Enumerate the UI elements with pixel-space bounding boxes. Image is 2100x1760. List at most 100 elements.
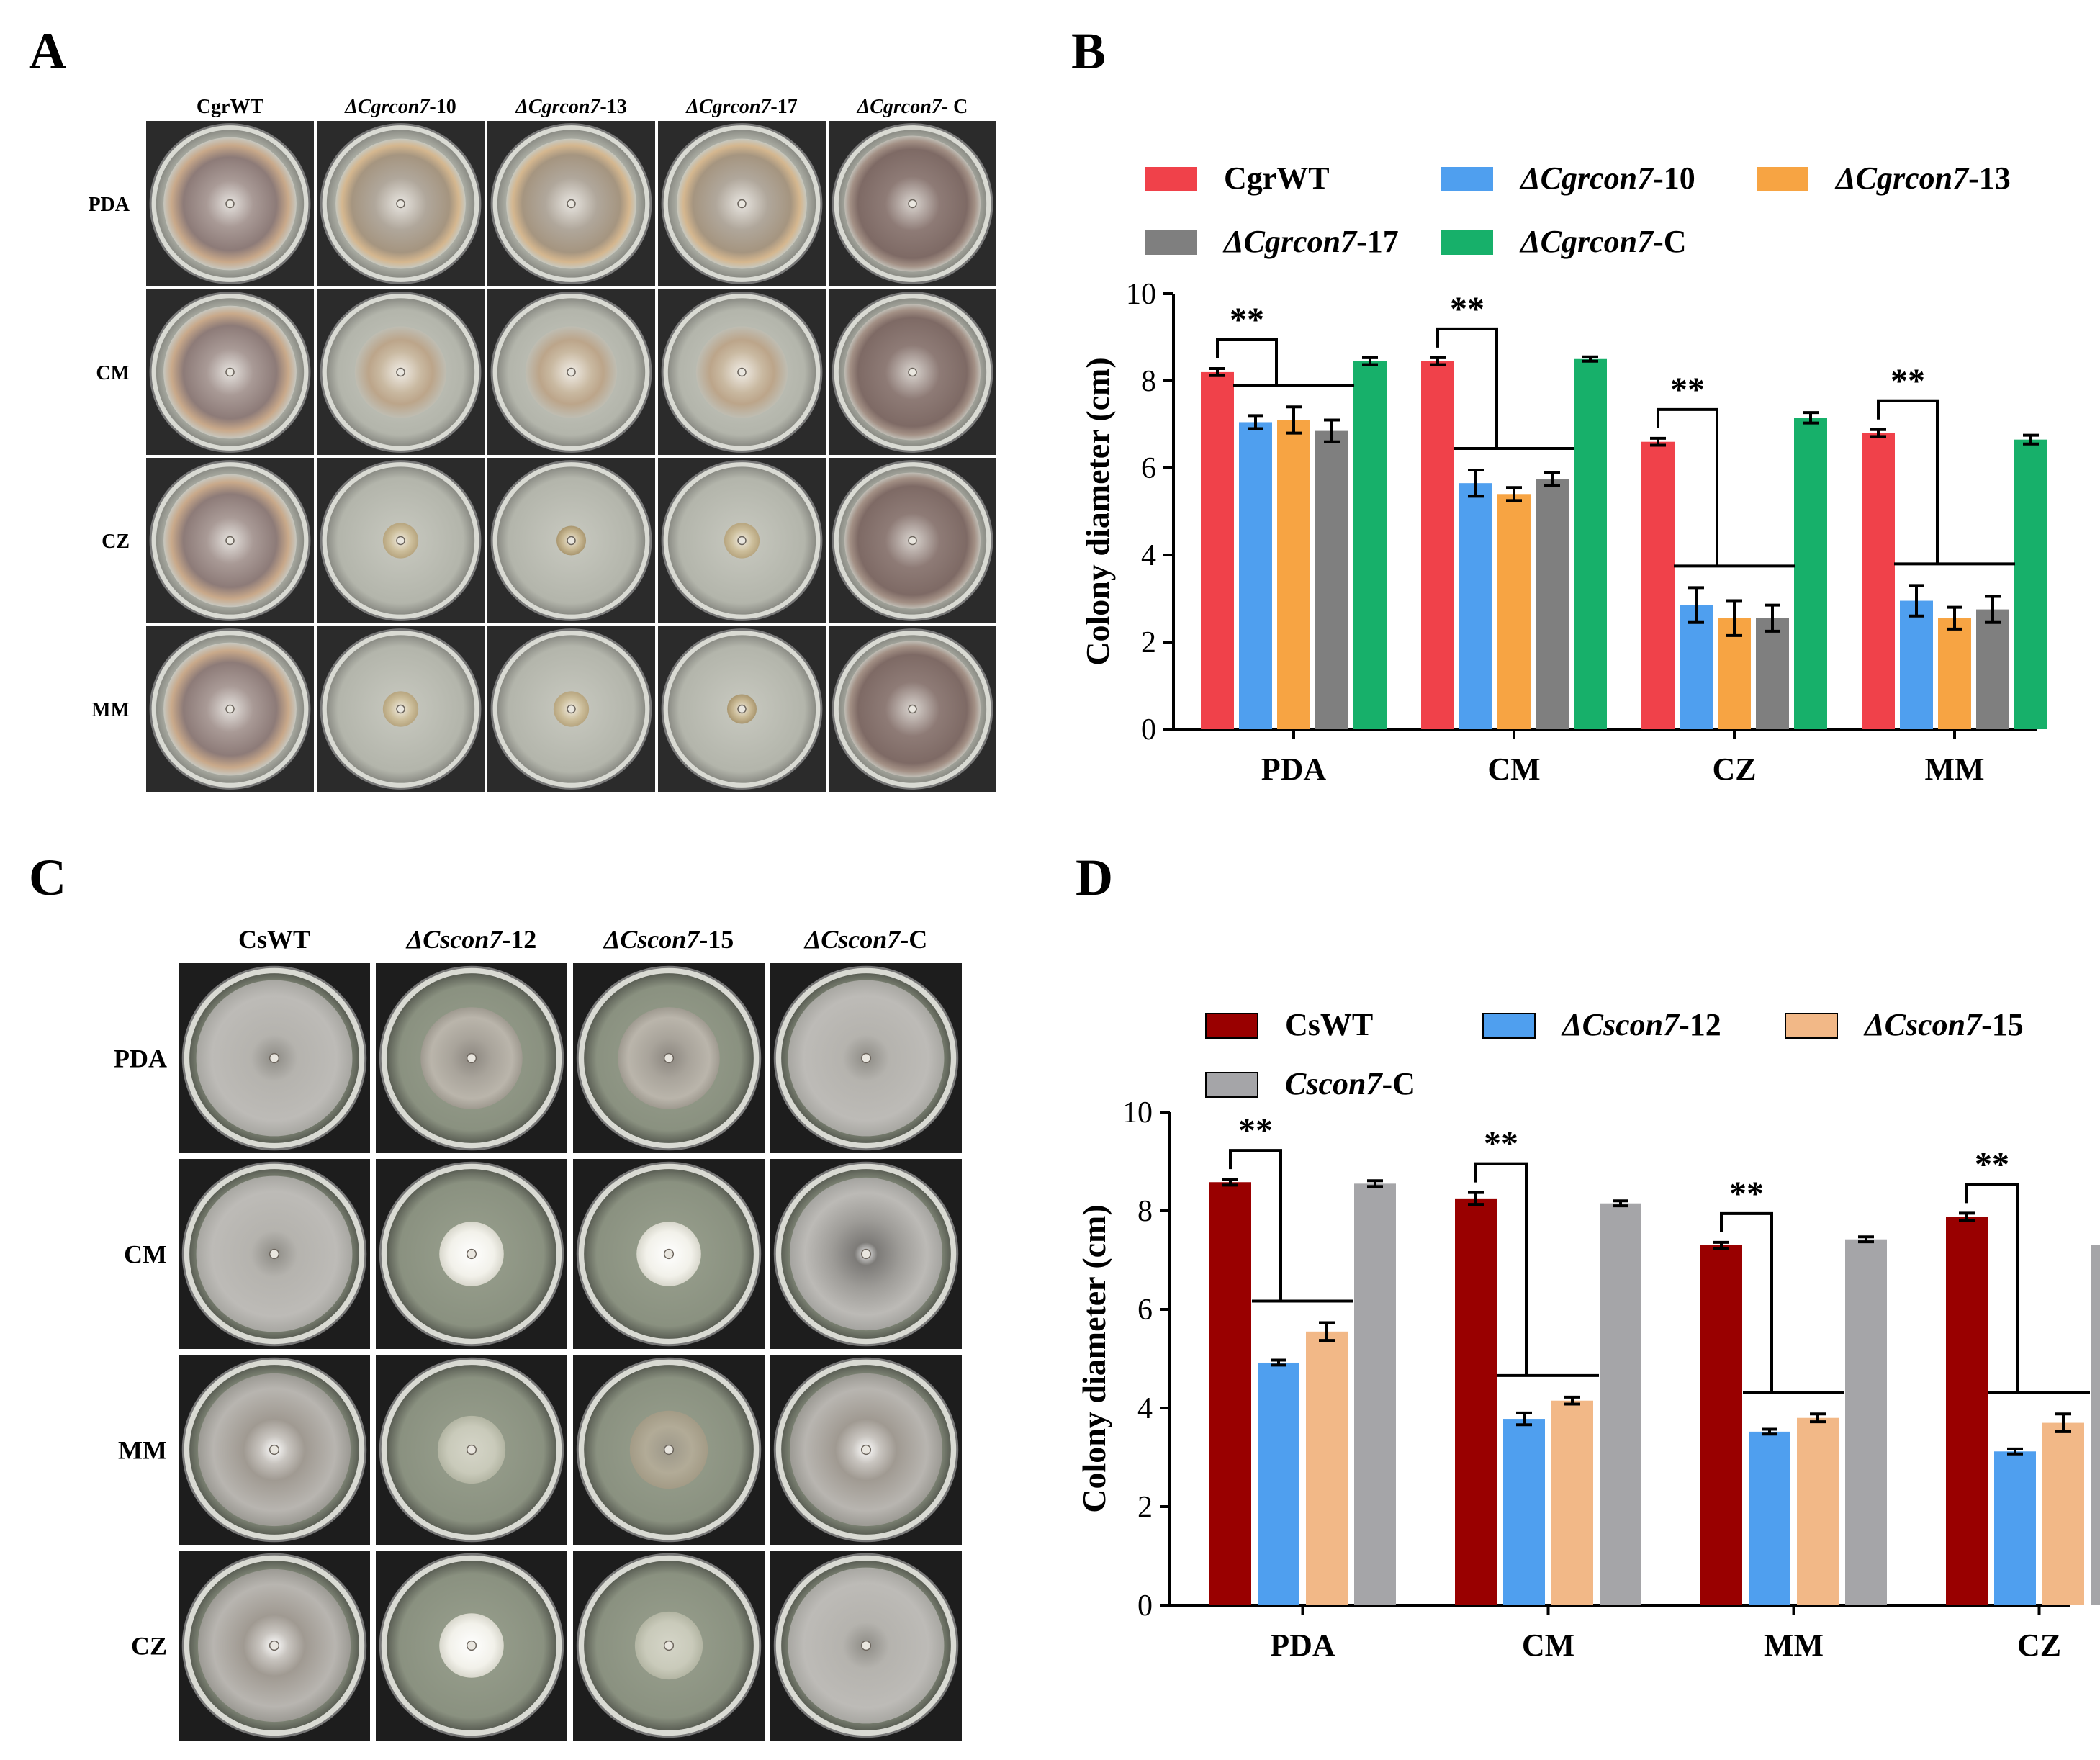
y-tick-label: 6 xyxy=(1141,452,1156,485)
plate xyxy=(146,458,314,623)
bar-cgrcon7-10-mm xyxy=(1900,600,1933,729)
legend-swatch-cgrcon7-13 xyxy=(1757,167,1808,191)
inoculation-point xyxy=(567,367,576,377)
plate xyxy=(179,963,370,1153)
plate xyxy=(658,458,826,623)
inoculation-point xyxy=(908,704,917,714)
y-tick-label: 8 xyxy=(1137,1195,1153,1228)
plate xyxy=(376,963,567,1153)
inoculation-point xyxy=(567,704,576,714)
bar-cscon7-15-cm xyxy=(1551,1400,1593,1605)
inoculation-point xyxy=(663,1248,675,1260)
bar-cswt-mm xyxy=(1700,1245,1742,1605)
inoculation-point xyxy=(908,367,917,377)
inoculation-point xyxy=(737,536,747,546)
inoculation-point xyxy=(396,704,405,714)
bar-cgrcon7-13-cm xyxy=(1497,494,1531,729)
legend-label-cgrwt: CgrWT xyxy=(1224,161,1330,196)
significance-stars: ** xyxy=(1975,1145,2009,1183)
legend-swatch-cgrcon7-10 xyxy=(1441,167,1493,191)
inoculation-point xyxy=(663,1444,675,1456)
row-label-mm: MM xyxy=(118,1436,167,1465)
bar-cswt-pda xyxy=(1209,1182,1251,1605)
legend-swatch-cgrcon7-c xyxy=(1441,230,1493,255)
plate xyxy=(376,1159,567,1349)
plate xyxy=(179,1551,370,1741)
column-label-cgrcon7-17: ΔCgrcon7-17 xyxy=(685,96,797,118)
x-tick-label-cz: CZ xyxy=(2017,1628,2061,1663)
bar-cgrcon7-c-mm xyxy=(2014,439,2047,729)
plate xyxy=(317,458,485,623)
bar-cscon7-12-mm xyxy=(1749,1431,1790,1605)
bar-cgrcon7-17-mm xyxy=(1976,609,2009,729)
x-tick-label-mm: MM xyxy=(1924,752,1984,787)
column-label-cscon7-12: ΔCscon7-12 xyxy=(405,925,537,954)
legend-label-cscon7-12: ΔCscon7-12 xyxy=(1561,1007,1721,1042)
y-tick-label: 0 xyxy=(1137,1589,1153,1623)
plate xyxy=(829,289,996,455)
bar-cscon7-12-cz xyxy=(1994,1451,2036,1605)
bar-cgrcon7-c-cz xyxy=(1794,418,1827,729)
plate xyxy=(146,289,314,455)
legend-label-cscon7-15: ΔCscon7-15 xyxy=(1863,1007,2024,1042)
inoculation-point xyxy=(567,199,576,209)
panel-b-letter: B xyxy=(1071,22,1107,80)
significance-bracket xyxy=(1474,1162,1528,1376)
bar-cscon7-15-cz xyxy=(2042,1422,2084,1605)
row-label-cz: CZ xyxy=(102,531,130,553)
column-label-cscon7-15: ΔCscon7-15 xyxy=(603,925,734,954)
plate xyxy=(376,1355,567,1545)
y-axis-label: Colony diameter (cm) xyxy=(1079,357,1116,665)
row-label-cm: CM xyxy=(96,362,130,384)
bar-cswt-cm xyxy=(1455,1198,1497,1605)
plate xyxy=(770,1551,962,1741)
bar-cswt-cz xyxy=(1946,1217,1988,1605)
inoculation-point xyxy=(860,1052,872,1064)
bar-cgrcon7-10-cm xyxy=(1459,483,1492,729)
inoculation-point xyxy=(737,367,747,377)
significance-bracket xyxy=(1657,407,1718,567)
inoculation-point xyxy=(466,1052,477,1064)
bar-cgrcon7-13-mm xyxy=(1938,618,1971,729)
panel-a-plate-grid: CgrWT ΔCgrcon7-10 ΔCgrcon7-13 ΔCgrcon7-17 ΔC… xyxy=(88,96,996,792)
column-label-cgrcon7-13: ΔCgrcon7-13 xyxy=(515,96,626,118)
bar-cscon7-c-pda xyxy=(1354,1183,1396,1605)
significance-stars: ** xyxy=(1670,371,1705,409)
plate xyxy=(487,289,655,455)
row-label-mm: MM xyxy=(91,699,130,721)
inoculation-point xyxy=(860,1640,872,1651)
legend-swatch-cgrwt xyxy=(1145,167,1197,191)
row-label-pda: PDA xyxy=(114,1044,167,1073)
panel-d-chart: 0 2 4 6 8 10 Colony diameter (cm) PDA ** CM ** MM **… xyxy=(1076,1007,2100,1663)
row-label-cz: CZ xyxy=(131,1632,167,1661)
plate xyxy=(317,626,485,792)
y-axis-label: Colony diameter (cm) xyxy=(1076,1204,1112,1512)
x-tick-label-pda: PDA xyxy=(1261,752,1327,787)
plate xyxy=(317,121,485,286)
plate xyxy=(770,1159,962,1349)
legend-label-cgrcon7-17: ΔCgrcon7-17 xyxy=(1222,224,1399,259)
plate xyxy=(658,289,826,455)
plate xyxy=(487,458,655,623)
significance-stars: ** xyxy=(1729,1175,1764,1213)
panel-b-chart: 0 2 4 6 8 10 Colony diameter (cm) PDA ** CM ** CZ **… xyxy=(1079,161,2047,787)
significance-stars: ** xyxy=(1891,362,1925,400)
panel-c-letter: C xyxy=(29,849,66,906)
y-tick-label: 4 xyxy=(1137,1392,1153,1425)
y-tick-label: 4 xyxy=(1141,539,1156,572)
inoculation-point xyxy=(908,199,917,209)
inoculation-point xyxy=(225,199,235,209)
x-tick-label-cm: CM xyxy=(1522,1628,1574,1663)
inoculation-point xyxy=(225,536,235,546)
significance-bracket xyxy=(1229,1149,1282,1301)
legend-label-cscon7-c: Cscon7-C xyxy=(1285,1066,1415,1101)
significance-stars: ** xyxy=(1238,1111,1273,1150)
bar-cgrcon7-17-cm xyxy=(1536,479,1569,729)
legend-label-cswt: CsWT xyxy=(1285,1007,1373,1042)
bar-cgrwt-cm xyxy=(1421,361,1454,729)
bar-cscon7-c-cm xyxy=(1600,1203,1641,1605)
inoculation-point xyxy=(663,1052,675,1064)
x-tick-label-pda: PDA xyxy=(1270,1628,1335,1663)
row-label-pda: PDA xyxy=(88,194,130,216)
column-label-cgrcon7-10: ΔCgrcon7-10 xyxy=(344,96,456,118)
